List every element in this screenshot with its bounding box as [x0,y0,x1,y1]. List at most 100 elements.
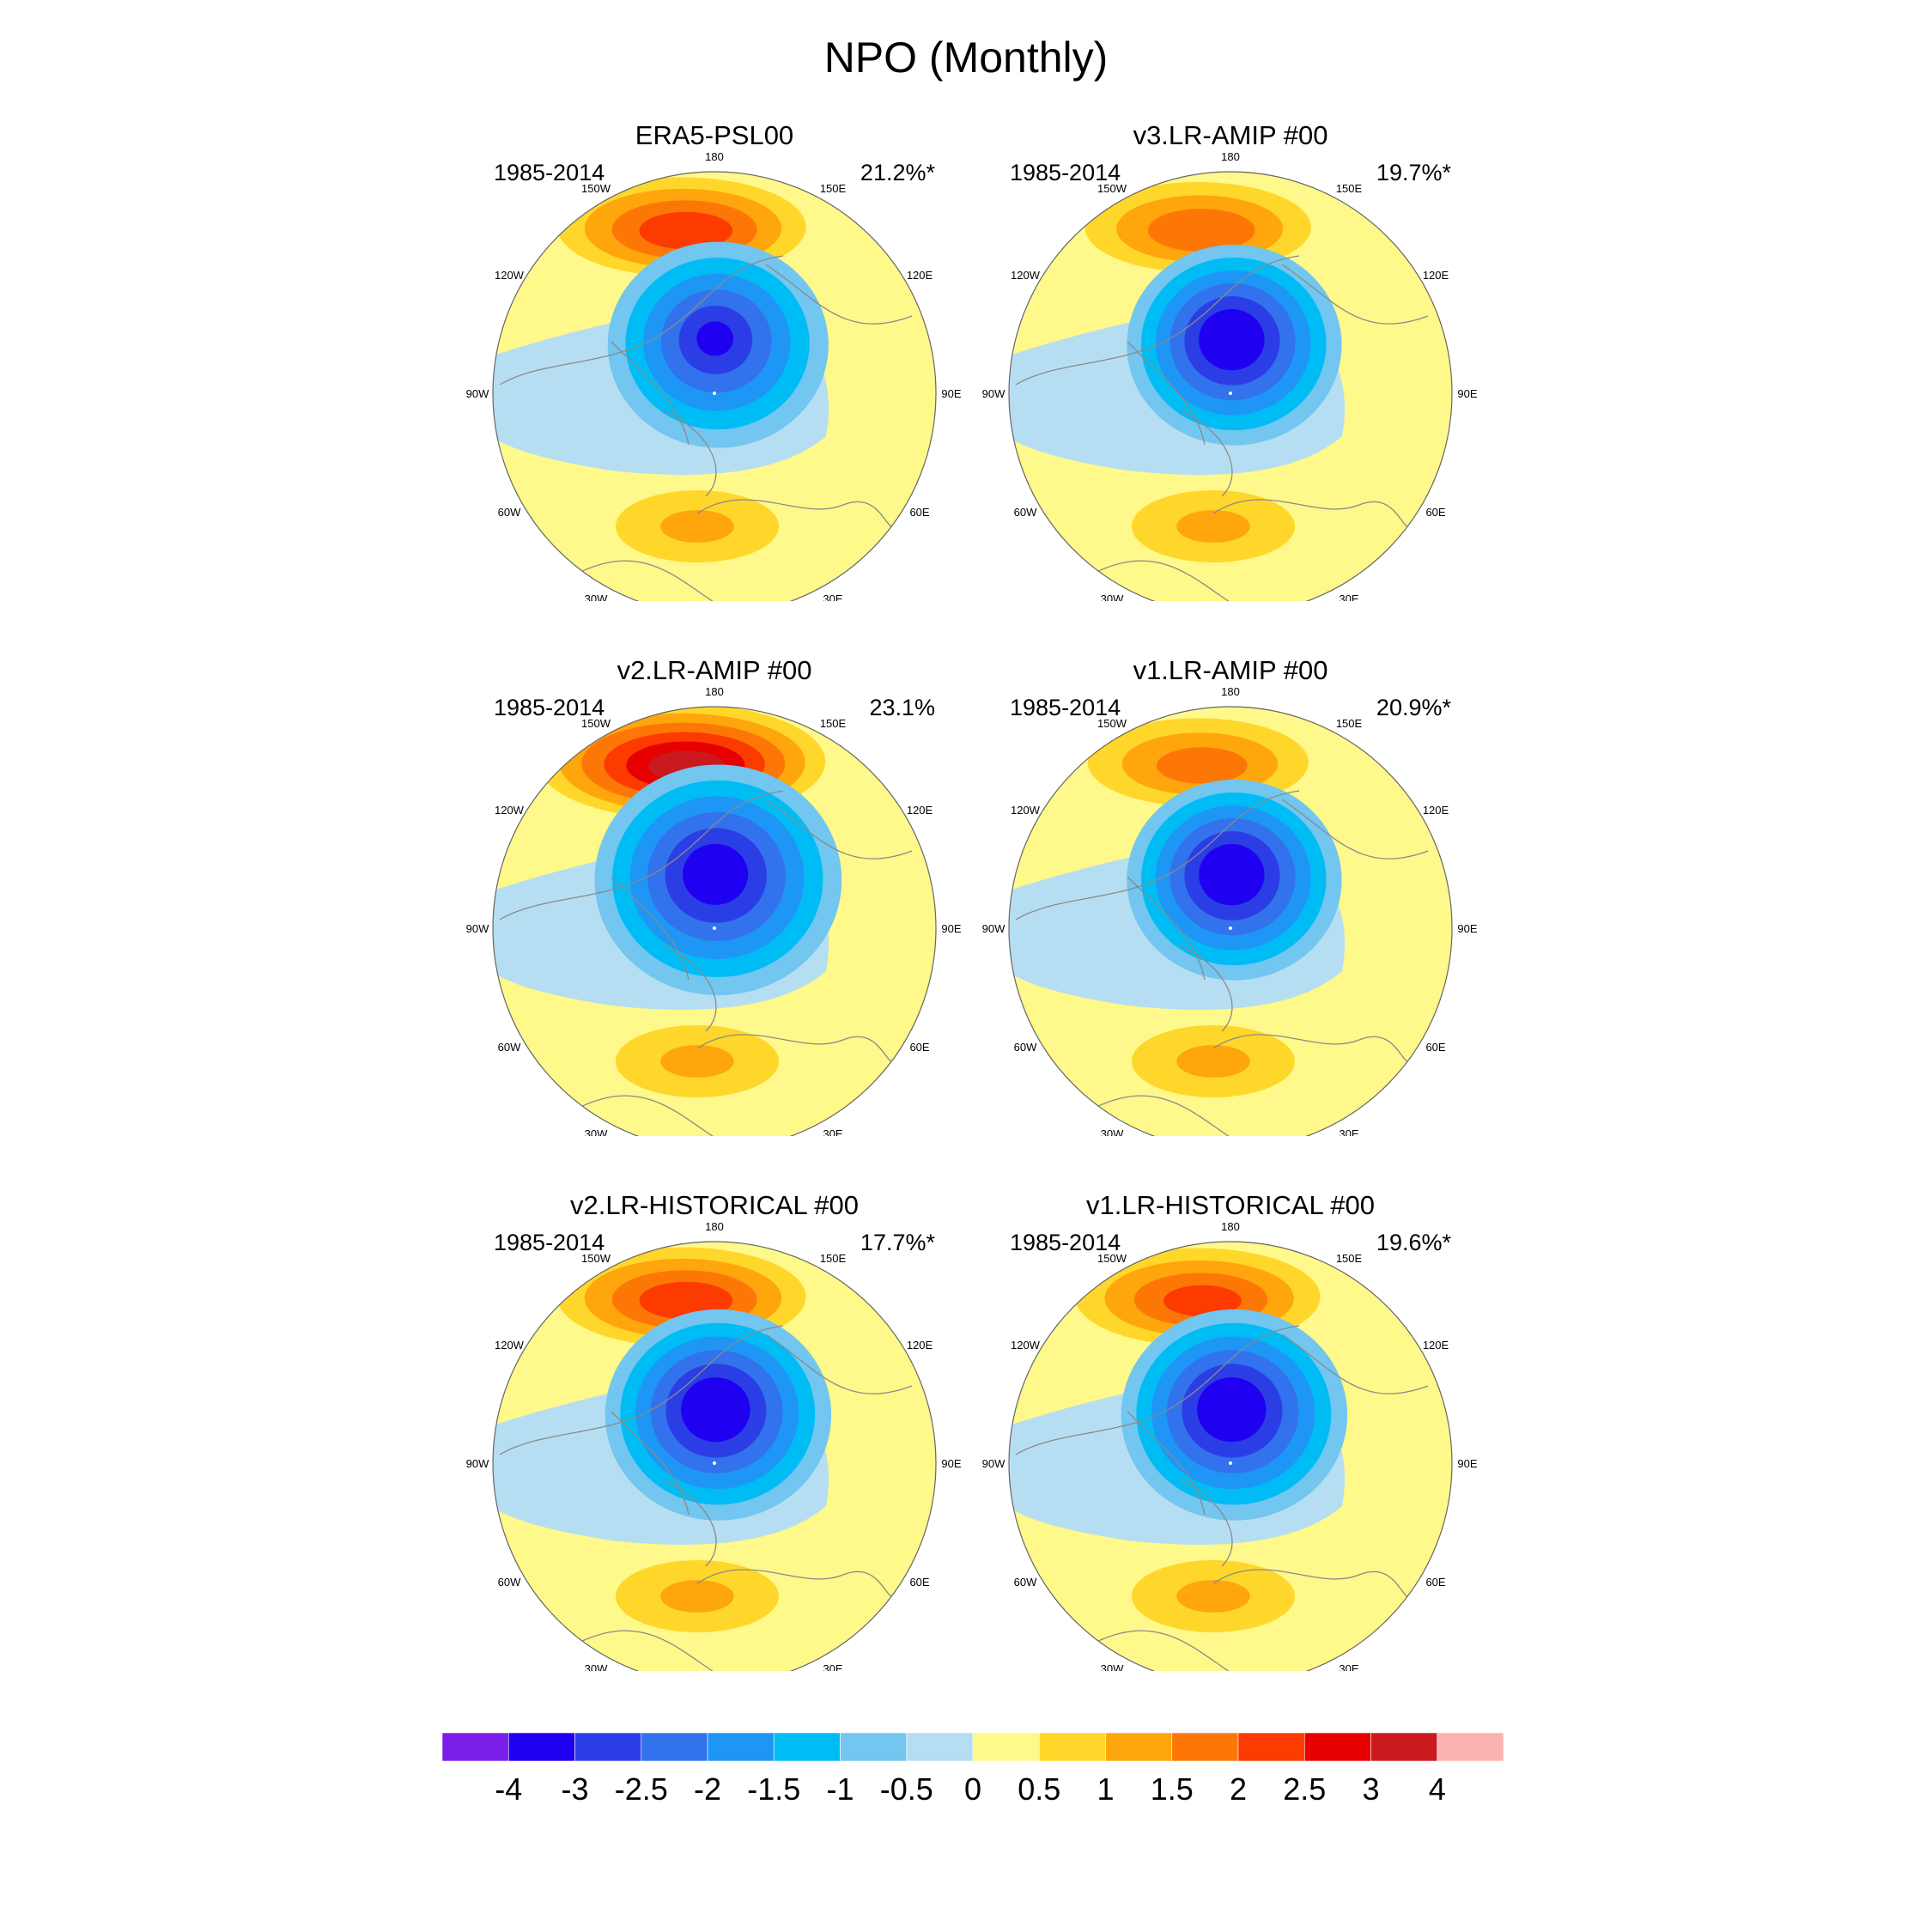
colorbar-swatch-2 [574,1732,642,1762]
panel-title: v1.LR-AMIP #00 [1133,655,1328,685]
panel-period: 1985-2014 [1010,695,1121,720]
panel-period: 1985-2014 [1010,160,1121,185]
coastline-4 [576,560,724,601]
colorbar-label: 4 [1429,1771,1446,1807]
lon-label-60e: 60E [1425,506,1445,519]
colorbar-label: 0.5 [1018,1771,1060,1807]
coastline-0 [499,790,784,920]
coastline-0 [1015,790,1300,920]
panel-explained-variance: 19.7%* [1376,160,1451,185]
lon-label-150e: 150E [1336,182,1363,195]
positive-contour-2 [1163,1285,1242,1317]
colorbar-swatch-15 [1437,1732,1504,1762]
map-boundary [1008,1241,1453,1671]
negative-contour--3 [1199,309,1265,371]
panel-explained-variance: 23.1% [869,695,935,720]
atlantic-positive-contour-1 [660,1580,734,1613]
lon-label-90w: 90W [982,1457,1005,1470]
panel-period: 1985-2014 [494,695,605,720]
coastline-2 [1178,1479,1233,1567]
lon-label-180: 180 [705,1220,724,1233]
lon-label-60e: 60E [1425,1041,1445,1054]
lon-label-30w: 30W [1101,1127,1124,1136]
coastline-4 [1092,1630,1240,1671]
colorbar-swatch-9 [1038,1732,1106,1762]
panel-explained-variance: 20.9%* [1376,695,1451,720]
colorbar-swatch-6 [840,1732,908,1762]
colorbar-label: -2 [694,1771,721,1807]
map-boundary [1008,171,1453,601]
colorbar-swatch-7 [906,1732,974,1762]
lon-label-180: 180 [1221,150,1240,163]
panel-period: 1985-2014 [1010,1230,1121,1255]
coastline-1 [1281,1334,1429,1394]
coastline-1 [1281,264,1429,325]
panel-title: v2.LR-HISTORICAL #00 [570,1190,859,1220]
coastline-4 [1092,560,1240,601]
coastline-4 [576,1630,724,1671]
positive-contour-1.5 [1156,747,1248,784]
lon-label-180: 180 [1221,1220,1240,1233]
coastline-3 [1212,499,1420,530]
colorbar-swatch-8 [972,1732,1040,1762]
map-boundary [492,706,937,1136]
lon-label-60w: 60W [1014,506,1037,519]
colorbar-swatch-12 [1237,1732,1305,1762]
colorbar-swatch-14 [1370,1732,1438,1762]
coastline-3 [1212,1034,1420,1065]
coastline-0 [1015,1325,1300,1455]
polar-map: 180150E120E90E60E30E030W60W90W120W150W [982,150,1478,601]
colorbar-label: 1 [1097,1771,1114,1807]
positive-contour-1.5 [1147,209,1255,252]
map-panel-v2-historical: v2.LR-HISTORICAL #00 1985-2014 17.7%* 18… [457,1190,972,1671]
lon-label-120e: 120E [907,804,933,817]
lon-label-30e: 30E [1339,1662,1358,1671]
atlantic-positive-contour-1 [660,510,734,543]
coastline-4 [576,1095,724,1136]
polar-map: 180150E120E90E60E30E030W60W90W120W150W [466,685,962,1136]
lon-label-90e: 90E [1457,922,1477,935]
positive-contour-2 [639,211,733,250]
colorbar-swatch-11 [1171,1732,1239,1762]
lon-label-30w: 30W [585,1662,608,1671]
coastline-5 [1127,876,1206,981]
coastline-2 [662,945,717,1032]
negative-contour--3 [683,843,749,905]
lon-label-90w: 90W [466,387,489,400]
polar-map: 180150E120E90E60E30E030W60W90W120W150W [982,1220,1478,1671]
colorbar-label: 3 [1362,1771,1379,1807]
polar-map: 180150E120E90E60E30E030W60W90W120W150W [466,150,962,601]
coastline-5 [611,876,690,981]
map-panel-v1-historical: v1.LR-HISTORICAL #00 1985-2014 19.6%* 18… [973,1190,1488,1671]
colorbar-swatch-5 [773,1732,841,1762]
negative-contour--3 [1197,1377,1267,1443]
lon-label-60w: 60W [498,506,521,519]
lon-label-90w: 90W [466,1457,489,1470]
colorbar-label: -0.5 [880,1771,933,1807]
lon-label-180: 180 [705,685,724,698]
lon-label-30w: 30W [1101,592,1124,601]
panel-title: v1.LR-HISTORICAL #00 [1086,1190,1375,1220]
negative-contour--3 [696,321,734,356]
lon-label-150w: 150W [1097,717,1127,730]
polar-map: 180150E120E90E60E30E030W60W90W120W150W [982,685,1478,1136]
lon-label-150e: 150E [820,1252,847,1265]
atlantic-positive-contour-1 [1176,1045,1250,1078]
lon-label-60e: 60E [909,1041,929,1054]
lon-label-120w: 120W [495,804,525,817]
lon-label-60w: 60W [498,1041,521,1054]
lon-label-90w: 90W [982,387,1005,400]
north-pole-marker [713,927,716,930]
coastline-3 [696,499,904,530]
lon-label-120w: 120W [1011,1339,1041,1352]
lon-label-120w: 120W [1011,269,1041,282]
lon-label-180: 180 [705,150,724,163]
coastline-5 [611,1411,690,1516]
colorbar-swatch-3 [641,1732,708,1762]
north-pole-marker [1229,1461,1232,1465]
colorbar-swatch-0 [441,1732,509,1762]
lon-label-180: 180 [1221,685,1240,698]
lon-label-120e: 120E [907,269,933,282]
lon-label-120w: 120W [495,269,525,282]
